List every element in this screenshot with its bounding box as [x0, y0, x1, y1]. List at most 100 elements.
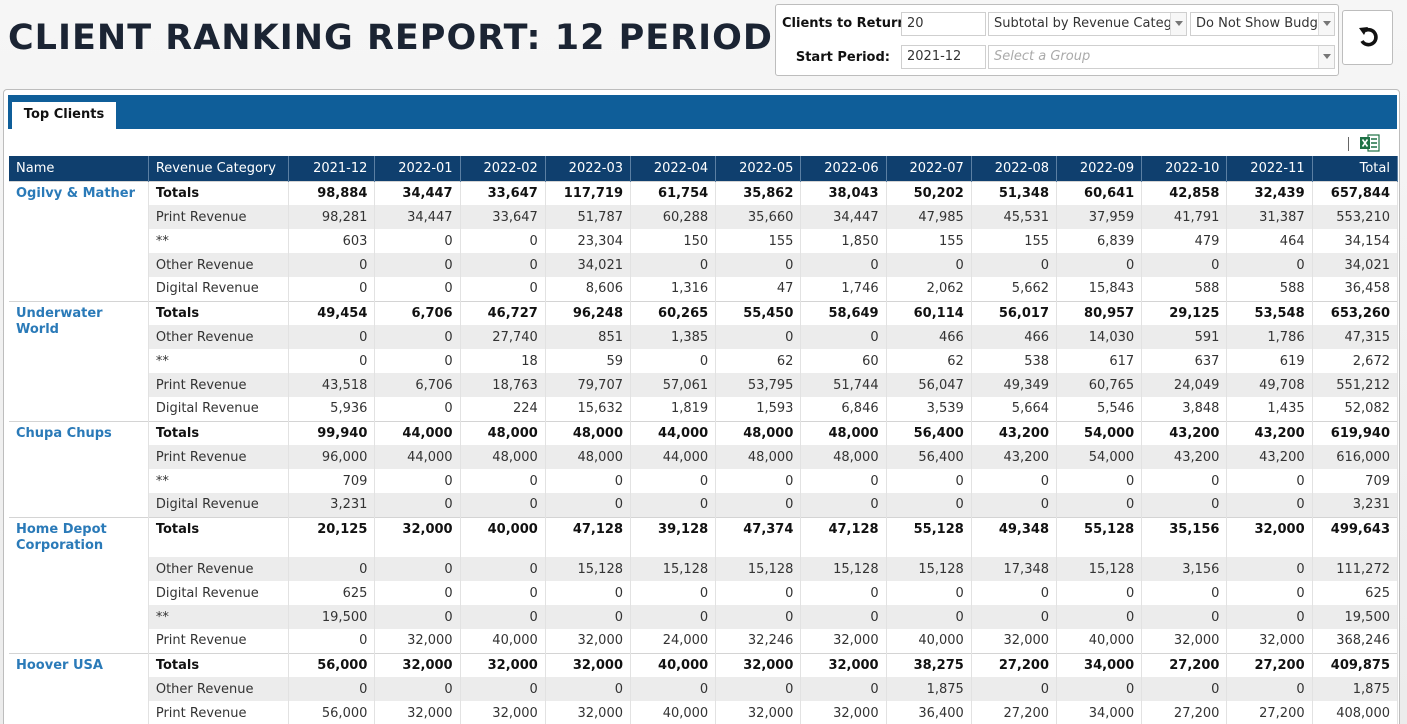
- period-value-cell: 14,030: [1056, 325, 1143, 349]
- period-value-cell: 0: [971, 605, 1058, 629]
- period-value-cell: 32,000: [1226, 629, 1313, 653]
- period-value-cell: 0: [374, 605, 461, 629]
- period-value-cell: 479: [1141, 229, 1228, 253]
- column-header[interactable]: 2022-05: [715, 156, 802, 181]
- client-name-cell: Ogilvy & Mather: [9, 180, 149, 301]
- client-link[interactable]: Hoover USA: [16, 657, 103, 673]
- period-value-cell: 0: [1141, 253, 1228, 277]
- period-value-cell: 0: [288, 557, 376, 581]
- period-value-cell: 24,000: [630, 629, 717, 653]
- total-value-cell: 52,082: [1312, 397, 1399, 421]
- period-value-cell: 0: [1226, 469, 1313, 493]
- period-value-cell: 0: [545, 469, 632, 493]
- total-value-cell: 409,875: [1312, 652, 1399, 677]
- period-value-cell: 0: [630, 253, 717, 277]
- period-value-cell: 0: [288, 253, 376, 277]
- table-row: Other Revenue 0 0 0 15,128 15,128 15,128 15,128…: [9, 557, 1399, 581]
- period-value-cell: 0: [374, 557, 461, 581]
- column-header[interactable]: 2022-08: [971, 156, 1058, 181]
- period-value-cell: 466: [971, 325, 1058, 349]
- excel-export-icon[interactable]: [1360, 134, 1380, 152]
- period-value-cell: 33,647: [460, 205, 546, 229]
- revenue-category-cell: **: [148, 229, 290, 253]
- revenue-category-cell: **: [148, 349, 290, 373]
- period-value-cell: 40,000: [1056, 629, 1143, 653]
- column-header[interactable]: 2022-06: [800, 156, 887, 181]
- period-value-cell: 0: [1141, 493, 1228, 517]
- period-value-cell: 59: [545, 349, 632, 373]
- total-value-cell: 1,875: [1312, 677, 1399, 701]
- budget-select[interactable]: Do Not Show Budget: [1190, 12, 1335, 36]
- table-header-row: Name Revenue Category 2021-12 2022-01 2022-0…: [9, 156, 1399, 181]
- period-value-cell: 0: [630, 677, 717, 701]
- table-row: Digital Revenue 0 0 0 8,606 1,316 47 1,746 2,062…: [9, 277, 1399, 301]
- period-value-cell: 1,875: [886, 677, 972, 701]
- period-value-cell: 619: [1226, 349, 1313, 373]
- period-value-cell: 49,349: [971, 373, 1058, 397]
- period-value-cell: 43,200: [1226, 420, 1313, 445]
- revenue-category-cell: Totals: [148, 652, 290, 677]
- client-link[interactable]: Home Depot Corporation: [16, 521, 107, 553]
- client-name-cell: Home Depot Corporation: [9, 516, 149, 653]
- client-link[interactable]: Chupa Chups: [16, 425, 112, 441]
- period-value-cell: 80,957: [1056, 300, 1143, 325]
- column-header[interactable]: Total: [1312, 156, 1399, 181]
- period-value-cell: 0: [460, 277, 546, 301]
- period-value-cell: 5,546: [1056, 397, 1143, 421]
- column-header[interactable]: 2022-10: [1141, 156, 1228, 181]
- clients-to-return-input[interactable]: 20: [901, 12, 986, 36]
- period-value-cell: 56,017: [971, 300, 1058, 325]
- period-value-cell: 0: [374, 397, 461, 421]
- period-value-cell: 0: [288, 629, 376, 653]
- period-value-cell: 60,765: [1056, 373, 1143, 397]
- period-value-cell: 0: [460, 493, 546, 517]
- period-value-cell: 45,531: [971, 205, 1058, 229]
- period-value-cell: 17,348: [971, 557, 1058, 581]
- table-row: Digital Revenue 5,936 0 224 15,632 1,819 1,593…: [9, 397, 1399, 421]
- column-header[interactable]: 2022-11: [1226, 156, 1313, 181]
- column-header[interactable]: 2022-07: [886, 156, 972, 181]
- revenue-category-cell: Print Revenue: [148, 445, 290, 469]
- group-select[interactable]: Select a Group: [988, 45, 1335, 69]
- column-header[interactable]: 2021-12: [288, 156, 376, 181]
- revenue-category-cell: Totals: [148, 516, 290, 557]
- column-header[interactable]: Name: [9, 156, 149, 181]
- period-value-cell: 35,862: [715, 180, 802, 205]
- client-link[interactable]: Underwater World: [16, 305, 103, 337]
- table-row: ** 19,500 0 0 0 0 0 0 0 0 0 0 0 19,500: [9, 605, 1399, 629]
- column-header[interactable]: 2022-03: [545, 156, 632, 181]
- period-value-cell: 0: [460, 229, 546, 253]
- period-value-cell: 19,500: [288, 605, 376, 629]
- period-value-cell: 40,000: [460, 516, 546, 557]
- client-link[interactable]: Ogilvy & Mather: [16, 185, 136, 201]
- period-value-cell: 2,062: [886, 277, 972, 301]
- total-value-cell: 34,154: [1312, 229, 1399, 253]
- column-header[interactable]: 2022-09: [1056, 156, 1143, 181]
- period-value-cell: 0: [800, 469, 887, 493]
- client-name-cell: Underwater World: [9, 300, 149, 421]
- column-header[interactable]: 2022-04: [630, 156, 717, 181]
- period-value-cell: 24,049: [1141, 373, 1228, 397]
- refresh-button[interactable]: [1342, 10, 1393, 65]
- table-row: Hoover USA Totals 56,000 32,000 32,000 32,000…: [9, 652, 1399, 724]
- period-value-cell: 35,660: [715, 205, 802, 229]
- period-value-cell: 57,061: [630, 373, 717, 397]
- column-header[interactable]: 2022-01: [374, 156, 461, 181]
- period-value-cell: 44,000: [374, 445, 461, 469]
- period-value-cell: 20,125: [288, 516, 376, 557]
- column-header[interactable]: 2022-02: [460, 156, 546, 181]
- start-period-input[interactable]: 2021-12: [901, 45, 986, 69]
- column-header[interactable]: Revenue Category: [148, 156, 290, 181]
- period-value-cell: 27,200: [971, 652, 1058, 677]
- period-value-cell: 0: [374, 469, 461, 493]
- period-value-cell: 27,200: [1226, 701, 1313, 724]
- total-value-cell: 616,000: [1312, 445, 1399, 469]
- table-row: Digital Revenue 3,231 0 0 0 0 0 0 0 0 0 0 0 3,231: [9, 493, 1399, 517]
- period-value-cell: 0: [715, 605, 802, 629]
- period-value-cell: 0: [800, 605, 887, 629]
- period-value-cell: 0: [886, 253, 972, 277]
- tab-top-clients[interactable]: Top Clients: [12, 102, 116, 129]
- total-value-cell: 36,458: [1312, 277, 1399, 301]
- subtotal-select[interactable]: Subtotal by Revenue Category: [988, 12, 1187, 36]
- period-value-cell: 0: [374, 677, 461, 701]
